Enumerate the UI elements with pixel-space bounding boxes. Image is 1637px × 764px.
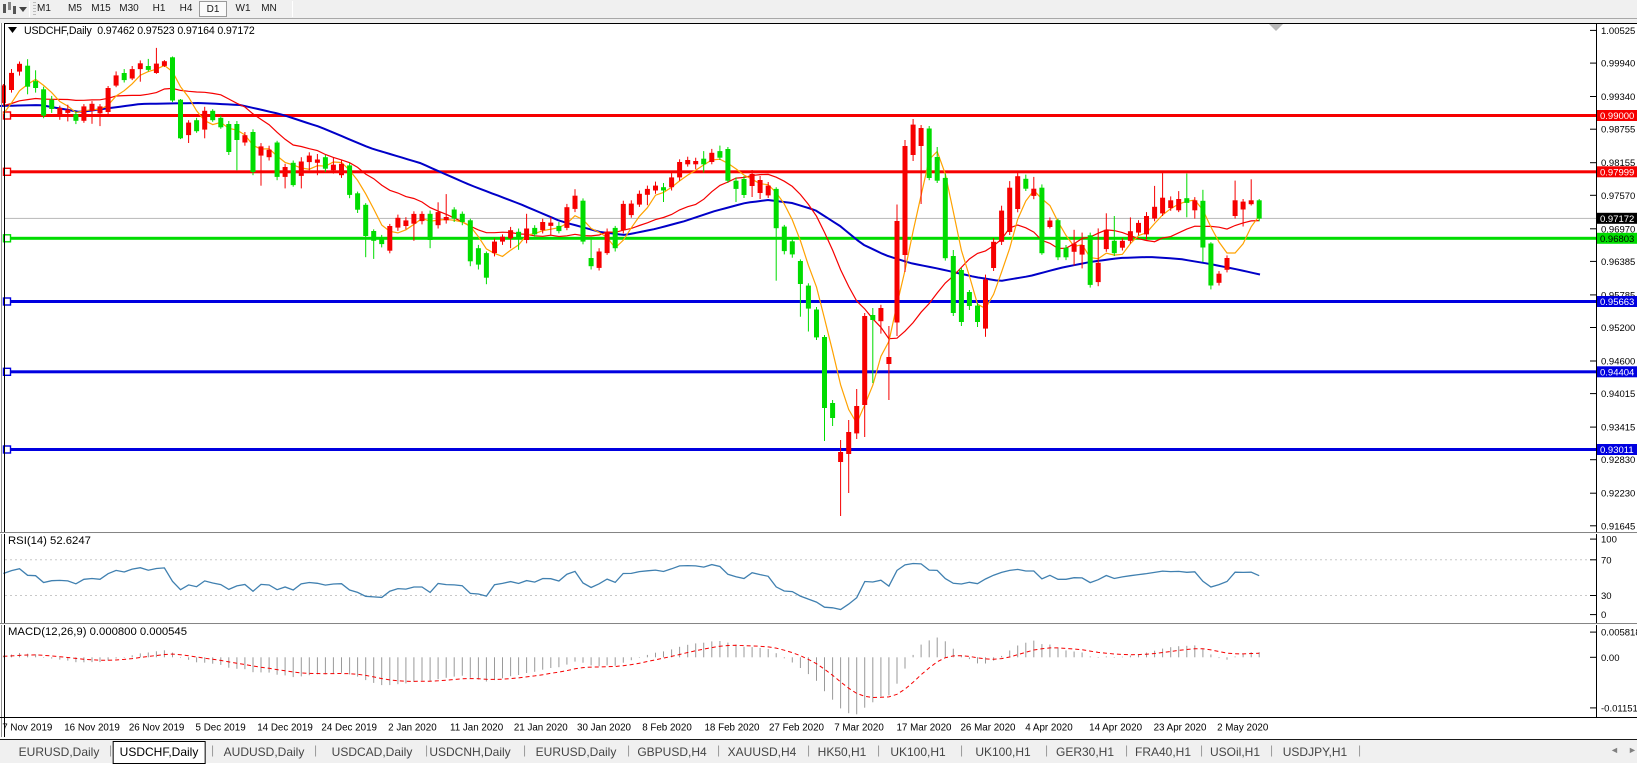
- svg-text:1.00525: 1.00525: [1601, 26, 1635, 37]
- svg-text:18 Feb 2020: 18 Feb 2020: [704, 723, 760, 734]
- svg-text:-0.011514: -0.011514: [1601, 703, 1637, 714]
- svg-text:8 Feb 2020: 8 Feb 2020: [642, 723, 692, 734]
- svg-text:27 Feb 2020: 27 Feb 2020: [769, 723, 825, 734]
- svg-text:0.94600: 0.94600: [1601, 357, 1635, 368]
- svg-text:0.96970: 0.96970: [1601, 224, 1635, 235]
- svg-text:0.00: 0.00: [1601, 653, 1620, 664]
- svg-text:26 Mar 2020: 26 Mar 2020: [960, 723, 1016, 734]
- svg-text:23 Apr 2020: 23 Apr 2020: [1154, 723, 1207, 734]
- svg-text:0.92230: 0.92230: [1601, 489, 1635, 500]
- svg-text:17 Mar 2020: 17 Mar 2020: [896, 723, 952, 734]
- svg-text:11 Jan 2020: 11 Jan 2020: [450, 723, 504, 734]
- svg-text:0.92830: 0.92830: [1601, 455, 1635, 466]
- svg-text:70: 70: [1601, 555, 1612, 566]
- svg-text:0.97172: 0.97172: [1600, 214, 1634, 225]
- svg-text:0.96385: 0.96385: [1601, 257, 1635, 268]
- svg-text:7 Nov 2019: 7 Nov 2019: [2, 723, 52, 734]
- svg-text:0.93011: 0.93011: [1600, 445, 1634, 456]
- svg-text:RSI(14) 52.6247: RSI(14) 52.6247: [8, 535, 91, 547]
- svg-text:100: 100: [1601, 535, 1617, 546]
- svg-text:14 Apr 2020: 14 Apr 2020: [1089, 723, 1142, 734]
- svg-text:USDCHF,Daily 0.97462 0.97523: USDCHF,Daily 0.97462 0.97523 0.97164 0.9…: [24, 25, 255, 37]
- svg-text:14 Dec 2019: 14 Dec 2019: [257, 723, 313, 734]
- svg-text:0.94015: 0.94015: [1601, 389, 1635, 400]
- svg-text:0.97999: 0.97999: [1600, 167, 1634, 178]
- svg-text:0.96803: 0.96803: [1600, 234, 1634, 245]
- svg-text:0.98155: 0.98155: [1601, 158, 1635, 169]
- svg-text:0.99340: 0.99340: [1601, 92, 1635, 103]
- svg-text:0.005818: 0.005818: [1601, 628, 1637, 639]
- svg-text:0.93415: 0.93415: [1601, 423, 1635, 434]
- svg-text:0.95785: 0.95785: [1601, 290, 1635, 301]
- svg-text:0.94404: 0.94404: [1600, 367, 1634, 378]
- svg-text:0.99940: 0.99940: [1601, 59, 1635, 70]
- svg-text:2 May 2020: 2 May 2020: [1217, 723, 1269, 734]
- svg-text:2 Jan 2020: 2 Jan 2020: [388, 723, 437, 734]
- svg-text:0.99000: 0.99000: [1600, 111, 1634, 122]
- svg-text:4 Apr 2020: 4 Apr 2020: [1025, 723, 1073, 734]
- svg-text:16 Nov 2019: 16 Nov 2019: [64, 723, 120, 734]
- svg-text:30: 30: [1601, 591, 1612, 602]
- svg-text:MACD(12,26,9) 0.000800 0.00054: MACD(12,26,9) 0.000800 0.000545: [8, 626, 187, 638]
- svg-text:21 Jan 2020: 21 Jan 2020: [514, 723, 568, 734]
- svg-text:0.95200: 0.95200: [1601, 323, 1635, 334]
- svg-text:0.98755: 0.98755: [1601, 125, 1635, 136]
- svg-text:30 Jan 2020: 30 Jan 2020: [577, 723, 631, 734]
- svg-text:0.95663: 0.95663: [1600, 297, 1634, 308]
- svg-text:0: 0: [1601, 610, 1606, 621]
- svg-text:7 Mar 2020: 7 Mar 2020: [834, 723, 884, 734]
- svg-text:0.91645: 0.91645: [1601, 521, 1635, 532]
- svg-text:0.97570: 0.97570: [1601, 191, 1635, 202]
- svg-text:5 Dec 2019: 5 Dec 2019: [196, 723, 246, 734]
- svg-text:26 Nov 2019: 26 Nov 2019: [129, 723, 185, 734]
- svg-text:24 Dec 2019: 24 Dec 2019: [321, 723, 377, 734]
